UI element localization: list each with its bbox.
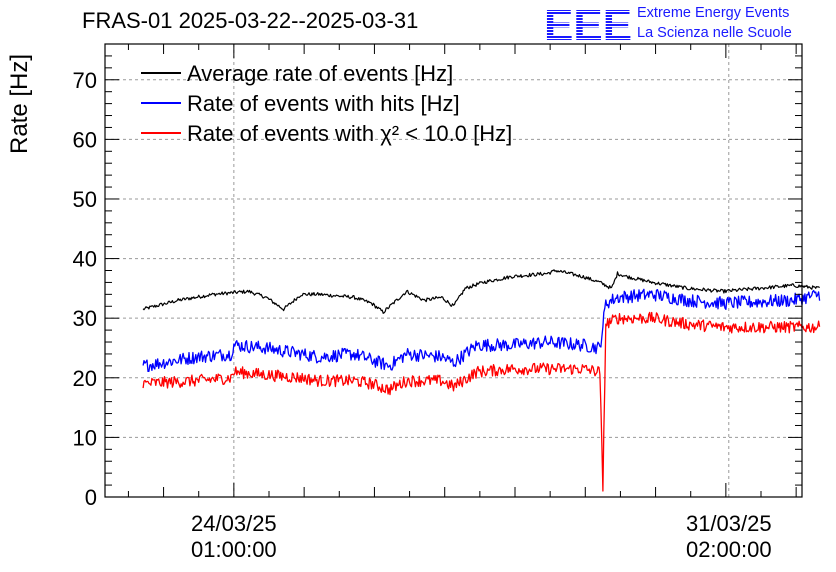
y-tick-label: 70 <box>73 68 97 93</box>
series-line-0 <box>142 269 820 314</box>
y-tick-label: 60 <box>73 127 97 152</box>
y-tick-label: 0 <box>85 485 97 510</box>
eee-logo: EEE <box>544 1 632 46</box>
chart-title: FRAS-01 2025-03-22--2025-03-31 <box>82 8 419 33</box>
legend-entry: Rate of events with χ² < 10.0 [Hz] <box>187 121 512 146</box>
series-line-1 <box>142 288 821 373</box>
logo-line-1: Extreme Energy Events <box>637 5 790 21</box>
logo-letters: EEE <box>544 1 632 46</box>
x-tick-label-time: 01:00:00 <box>191 537 277 562</box>
series-group <box>142 269 821 492</box>
y-tick-label: 40 <box>73 247 97 272</box>
legend: Average rate of events [Hz] Rate of event… <box>141 61 512 146</box>
x-tick-label-date: 31/03/25 <box>686 511 772 536</box>
plot-frame <box>104 43 803 498</box>
y-tick-label: 50 <box>73 187 97 212</box>
y-tick-label: 10 <box>73 425 97 450</box>
y-tick-label: 30 <box>73 306 97 331</box>
series-line-2 <box>142 311 821 492</box>
y-axis-label: Rate [Hz] <box>6 54 33 154</box>
legend-entry: Rate of events with hits [Hz] <box>187 91 460 116</box>
y-tick-label: 20 <box>73 366 97 391</box>
y-axis-tick-labels: 0 10 20 30 40 50 60 70 <box>73 68 97 510</box>
x-tick-label-date: 24/03/25 <box>191 511 277 536</box>
logo-line-2: La Scienza nelle Scuole <box>637 25 792 41</box>
x-tick-label-time: 02:00:00 <box>686 537 772 562</box>
logo-caption: Extreme Energy Events La Scienza nelle S… <box>637 3 792 43</box>
legend-entry: Average rate of events [Hz] <box>187 61 453 86</box>
